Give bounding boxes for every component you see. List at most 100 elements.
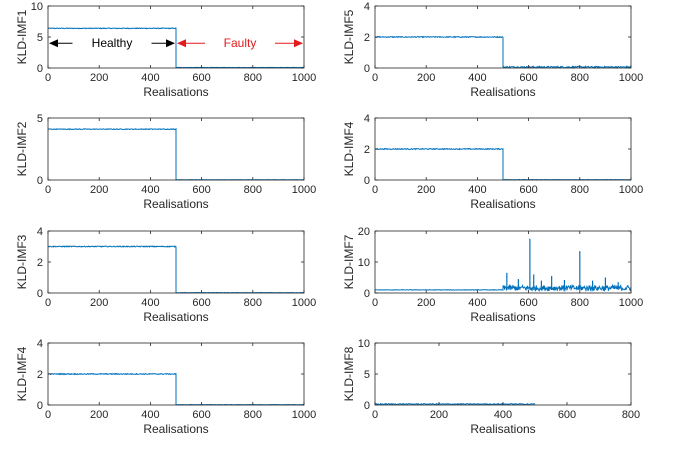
subplot-imf8: 0 200 400 600 800 0 5 10 Realisations KLD-IMF8 [342,338,640,436]
ytick-label: 2 [37,369,43,381]
ytick-label: 0 [37,400,43,412]
xtick-label: 600 [192,72,210,84]
ytick-label: 5 [364,369,370,381]
y-axis-label: KLD-IMF1 [15,9,29,64]
series-line-imf3 [47,245,305,294]
xtick-label: 600 [192,184,210,196]
xtick-label: 600 [192,409,210,421]
xtick-label: 800 [244,184,262,196]
y-axis-label: KLD-IMF4 [342,121,356,176]
annotation-label: Healthy [92,36,133,50]
y-axis-label: KLD-IMF7 [342,234,356,289]
y-axis-label: KLD-IMF3 [15,234,29,289]
series-line-imf7 [374,283,632,293]
xtick-label: 800 [244,72,262,84]
ytick-label: 0 [37,288,43,300]
xtick-label: 600 [519,184,537,196]
xtick-label: 600 [558,409,576,421]
x-axis-label: Realisations [470,197,535,211]
y-axis-label: KLD-IMF2 [15,121,29,176]
xtick-label: 1000 [619,297,643,309]
x-axis-label: Realisations [143,422,208,436]
xtick-label: 0 [372,409,378,421]
xtick-label: 400 [468,297,486,309]
series-line-imf2 [47,127,305,181]
xtick-label: 0 [372,184,378,196]
arrowhead-left-icon [49,39,58,48]
subplot-imf2: 0 200 400 600 800 1000 0 5 Realisations KLD-IMF2 [15,113,316,211]
xtick-label: 800 [622,409,640,421]
xtick-label: 800 [244,409,262,421]
arrowhead-left-icon [177,39,186,48]
y-axis-label: KLD-IMF5 [342,9,356,64]
xtick-label: 1000 [292,184,316,196]
xtick-label: 800 [571,184,589,196]
xtick-label: 600 [519,297,537,309]
xtick-label: 0 [45,409,51,421]
y-axis-label: KLD-IMF8 [342,346,356,401]
xtick-label: 400 [141,184,159,196]
xtick-label: 1000 [619,184,643,196]
ytick-label: 5 [37,113,43,125]
xtick-label: 0 [45,297,51,309]
xtick-label: 600 [192,297,210,309]
xtick-label: 200 [90,409,108,421]
xtick-label: 600 [519,72,537,84]
ytick-label: 0 [37,63,43,75]
ytick-label: 10 [31,1,43,13]
ytick-label: 5 [37,32,43,44]
xtick-label: 0 [45,184,51,196]
ytick-label: 20 [358,226,370,238]
subplot-imf7: 0 200 400 600 800 1000 0 10 20 Realisations KLD-IM… [342,226,643,324]
x-axis-label: Realisations [470,422,535,436]
xtick-label: 1000 [619,72,643,84]
arrowhead-right-icon [294,39,303,48]
xtick-label: 800 [571,297,589,309]
xtick-label: 200 [90,297,108,309]
ytick-label: 10 [358,338,370,350]
ytick-label: 4 [364,113,370,125]
x-axis-label: Realisations [470,85,535,99]
subplot-imf4a: 0 200 400 600 800 1000 0 2 4 Realisations KLD-IMF4 [342,113,643,211]
xtick-label: 200 [417,184,435,196]
xtick-label: 200 [430,409,448,421]
axes-box-imf8 [374,342,632,406]
series-line-imf4b [47,372,305,406]
ytick-label: 0 [364,175,370,187]
xtick-label: 0 [372,297,378,309]
xtick-label: 200 [417,72,435,84]
xtick-label: 400 [141,72,159,84]
xtick-label: 200 [417,297,435,309]
subplot-imf3: 0 200 400 600 800 1000 0 2 4 Realisations KLD-IMF3 [15,226,316,324]
xtick-label: 1000 [292,297,316,309]
ytick-label: 2 [364,32,370,44]
series-line-imf5 [374,35,632,69]
ytick-label: 4 [37,226,43,238]
ytick-label: 0 [364,63,370,75]
xtick-label: 1000 [292,409,316,421]
xtick-label: 400 [494,409,512,421]
xtick-label: 200 [90,72,108,84]
series-line-imf8 [374,402,536,406]
series-line-imf4a [374,147,632,181]
xtick-label: 0 [45,72,51,84]
ytick-label: 4 [364,1,370,13]
ytick-label: 10 [358,257,370,269]
x-axis-label: Realisations [470,310,535,324]
xtick-label: 1000 [292,72,316,84]
arrowhead-right-icon [166,39,175,48]
annotation-faulty: Faulty [177,36,303,50]
x-axis-label: Realisations [143,310,208,324]
xtick-label: 800 [244,297,262,309]
xtick-label: 400 [468,72,486,84]
subplot-imf5: 0 200 400 600 800 1000 0 2 4 Realisations KLD-IMF5 [342,1,643,99]
xtick-label: 200 [90,184,108,196]
ytick-label: 2 [364,144,370,156]
y-axis-label: KLD-IMF4 [15,346,29,401]
ytick-label: 0 [364,400,370,412]
xtick-label: 800 [571,72,589,84]
subplot-imf1: 0 200 400 600 800 1000 0 5 10 Realisations KLD-IMF… [15,1,316,99]
ytick-label: 0 [37,175,43,187]
ytick-label: 2 [37,257,43,269]
